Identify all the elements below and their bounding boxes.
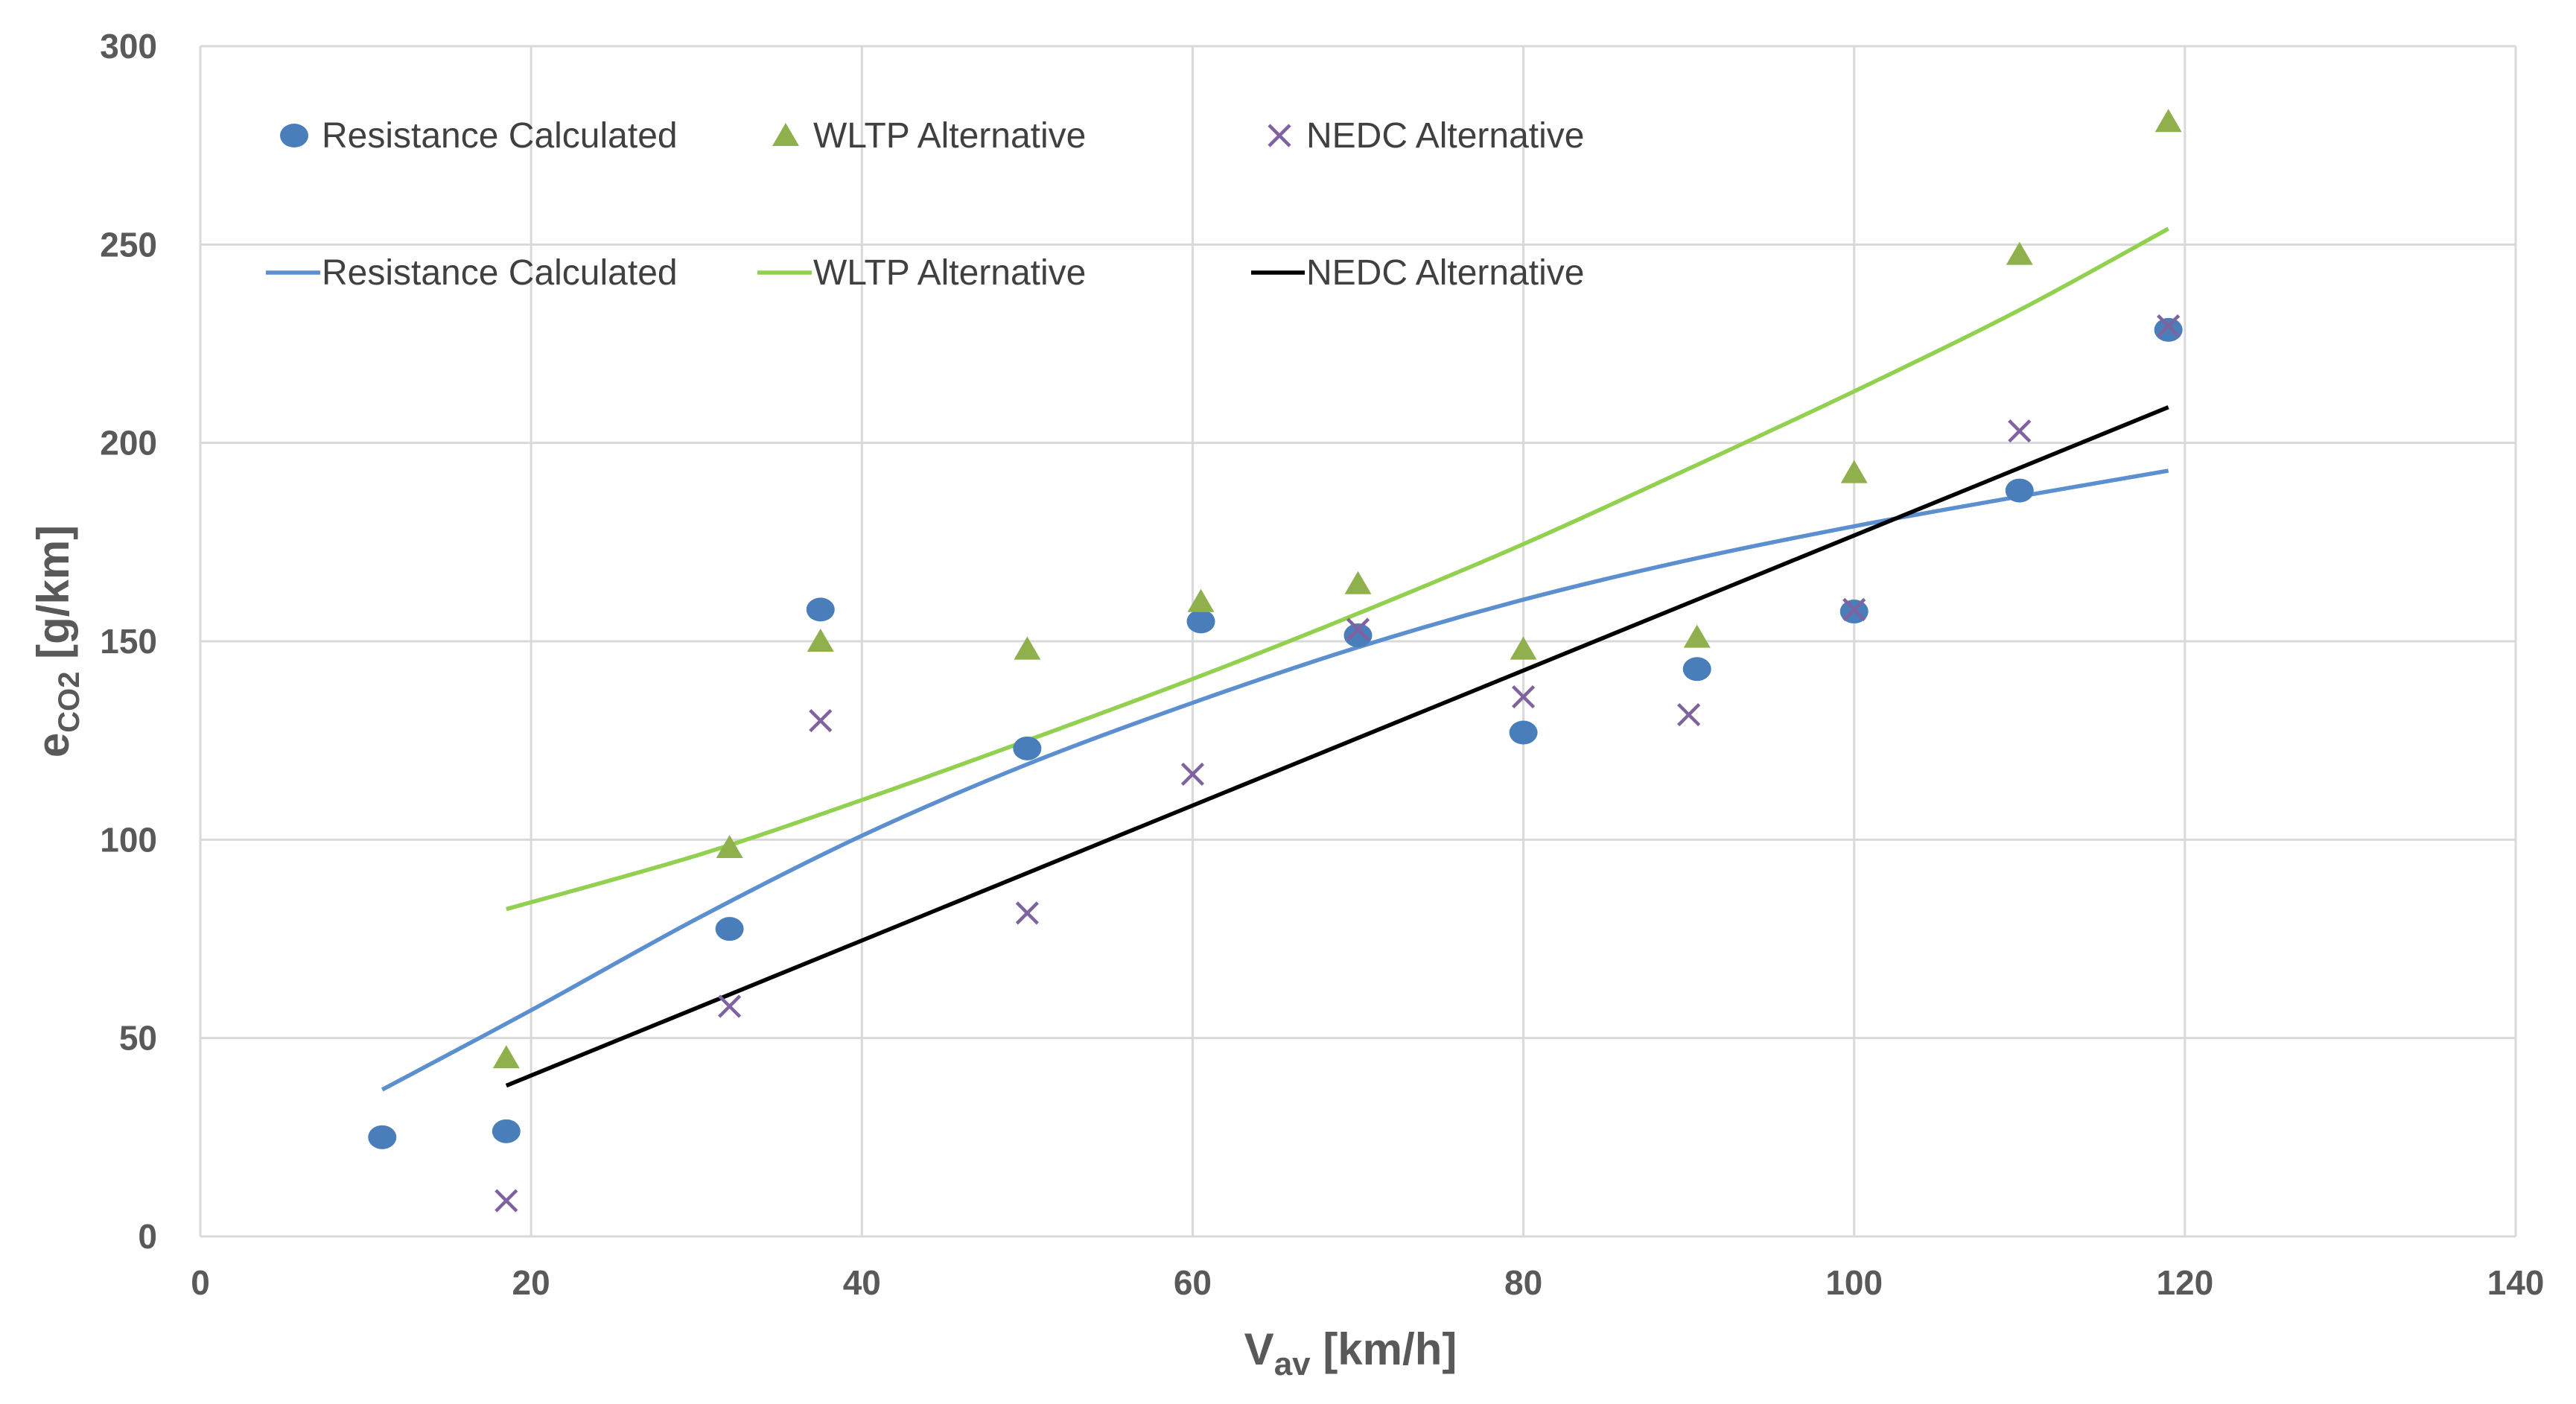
fit-line-2 [505, 405, 2169, 1088]
y-tick-label: 200 [100, 424, 157, 463]
data-point-triangle [716, 834, 743, 858]
x-tick-label: 60 [1174, 1263, 1212, 1302]
y-tick-label: 150 [100, 622, 157, 661]
data-point-triangle [1683, 624, 1711, 648]
data-point-triangle [1187, 588, 1215, 612]
data-point-circle [715, 917, 744, 941]
y-tick-label: 300 [100, 27, 157, 66]
legend: Resistance Calculated WLTP Alternative NED… [266, 116, 1584, 293]
data-point-triangle [1840, 460, 1868, 483]
legend-label: NEDC Alternative [1306, 116, 1584, 156]
data-point-circle [1682, 657, 1711, 682]
data-point-x [1346, 617, 1370, 641]
x-tick-label: 40 [843, 1263, 881, 1302]
legend-label: NEDC Alternative [1306, 253, 1584, 293]
data-point-triangle [807, 629, 834, 652]
data-point-triangle [1344, 571, 1372, 594]
y-axis-title-sub: CO2 [53, 672, 86, 733]
data-point-triangle [1510, 636, 1537, 660]
x-tick-label: 0 [191, 1263, 210, 1302]
x-tick-label: 120 [2156, 1263, 2213, 1302]
data-point-triangle [2154, 109, 2182, 133]
fit-line-1 [506, 226, 2169, 912]
data-point-x [1677, 702, 1701, 727]
data-point-x [494, 1189, 518, 1213]
y-tick-label: 250 [100, 225, 157, 264]
data-point-x [2008, 419, 2032, 443]
data-point-circle [2154, 317, 2183, 342]
legend-label: Resistance Calculated [322, 116, 678, 156]
x-tick-label: 80 [1504, 1263, 1542, 1302]
data-point-x [1842, 597, 1866, 621]
data-point-circle [1186, 609, 1215, 634]
data-point-x [1015, 901, 1039, 925]
data-point-circle [806, 597, 835, 622]
y-tick-label: 50 [119, 1019, 157, 1058]
legend-marker-circle [280, 124, 308, 147]
legend-marker-triangle [772, 123, 799, 146]
x-axis-title-main: V [1244, 1324, 1274, 1374]
data-point-x [2157, 314, 2181, 338]
data-point-x [809, 708, 833, 733]
x-tick-label: 20 [512, 1263, 550, 1302]
y-axis-title-main: e [28, 733, 78, 757]
data-point-circle [368, 1125, 397, 1149]
legend-marker-x [1268, 124, 1291, 147]
fit-lines [381, 226, 2169, 1092]
grid-lines [199, 45, 2517, 1238]
y-tick-label: 0 [138, 1217, 157, 1256]
data-points [368, 109, 2183, 1213]
y-axis-title-rest: [g/km] [28, 525, 78, 672]
x-tick-label: 140 [2487, 1263, 2545, 1302]
data-point-x [1511, 684, 1536, 709]
data-point-triangle [2006, 241, 2033, 265]
legend-label: WLTP Alternative [813, 253, 1086, 293]
x-axis-title-rest: [km/h] [1311, 1324, 1457, 1374]
data-point-triangle [492, 1045, 520, 1069]
data-point-circle [1343, 623, 1373, 648]
x-tick-label: 100 [1825, 1263, 1883, 1302]
data-point-triangle [1014, 636, 1041, 660]
data-point-x [718, 994, 742, 1018]
x-axis-title: Vav [km/h] [1244, 1324, 1457, 1382]
legend-label: Resistance Calculated [322, 253, 678, 293]
x-axis-title-sub: av [1274, 1346, 1311, 1382]
fit-line-0 [381, 468, 2169, 1092]
tick-labels: 0 20 40 60 80 100 120 140 0 50 100 150 200 250 300 [100, 27, 2544, 1302]
data-point-circle [1013, 736, 1042, 760]
y-tick-label: 100 [100, 820, 157, 859]
data-point-circle [1509, 720, 1538, 745]
data-point-x [1180, 762, 1205, 787]
data-point-circle [492, 1119, 521, 1143]
legend-label: WLTP Alternative [813, 116, 1086, 156]
data-point-circle [2005, 478, 2034, 503]
y-axis-title: eCO2 [g/km] [28, 525, 86, 757]
